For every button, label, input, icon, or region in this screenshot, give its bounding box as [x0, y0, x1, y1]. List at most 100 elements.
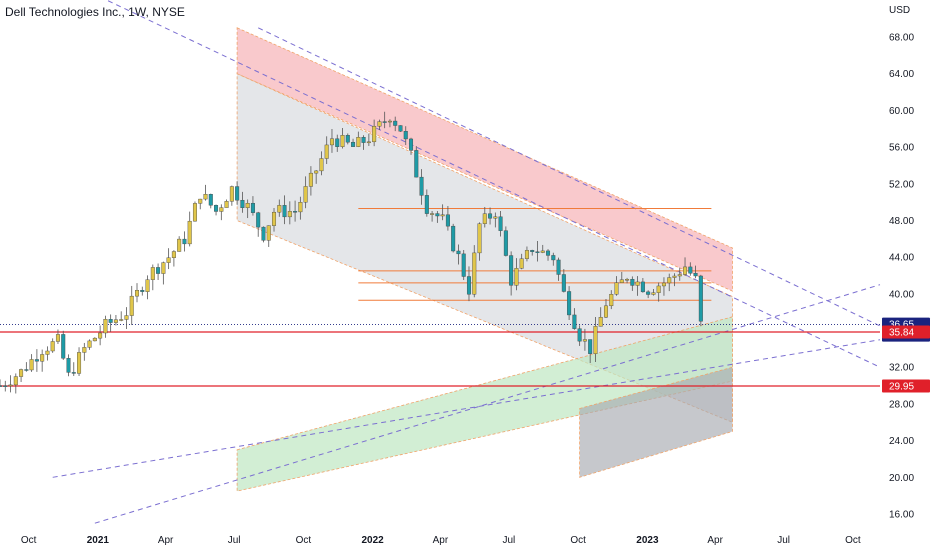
candle-up: [667, 277, 672, 284]
candle-up: [598, 317, 603, 327]
candle-up: [119, 319, 124, 321]
candle-down: [0, 385, 2, 387]
candle-up: [187, 220, 192, 245]
candle-up: [219, 207, 224, 212]
candle-up: [245, 202, 250, 209]
candle-down: [546, 250, 551, 256]
candle-up: [672, 275, 677, 278]
candle-down: [282, 205, 287, 218]
y-tick-label: 16.00: [889, 510, 914, 521]
candle-down: [567, 291, 572, 316]
y-tick-label: 64.00: [889, 69, 914, 80]
x-tick-label: Apr: [433, 535, 449, 546]
candle-down: [409, 138, 414, 151]
candle-down: [414, 150, 419, 178]
candle-down: [640, 281, 645, 293]
candle-up: [13, 376, 18, 386]
candle-up: [430, 213, 435, 215]
candle-down: [182, 238, 187, 245]
channel-zones: [236, 27, 733, 492]
candle-down: [66, 358, 71, 373]
x-axis[interactable]: Oct 2021 Apr Jul Oct 2022 Apr Jul Oct 2023 Apr Jul O…: [21, 535, 861, 546]
candle-up: [113, 319, 118, 323]
candle-up: [614, 282, 619, 295]
candle-down: [572, 314, 577, 329]
candle-up: [229, 186, 234, 202]
candles[interactable]: [0, 111, 703, 394]
y-tick-label: 20.00: [889, 473, 914, 484]
candle-down: [3, 385, 8, 387]
x-tick-label: Jul: [502, 535, 515, 546]
y-tick-label: 24.00: [889, 436, 914, 447]
candle-down: [646, 291, 651, 295]
candle-down: [698, 275, 703, 322]
candle-up: [135, 290, 140, 297]
candle-down: [403, 131, 408, 140]
candle-up: [540, 250, 545, 253]
y-axis[interactable]: 16.0020.0024.0028.0032.0036.0040.0044.00…: [889, 33, 914, 521]
candle-up: [619, 279, 624, 283]
candle-up: [87, 340, 92, 348]
x-tick-label: 2022: [362, 535, 385, 546]
candle-down: [108, 319, 113, 323]
candle-up: [314, 170, 319, 174]
candle-down: [140, 290, 145, 292]
candle-up: [224, 201, 229, 208]
candle-down: [588, 339, 593, 354]
candle-up: [340, 135, 345, 147]
y-tick-label: 40.00: [889, 289, 914, 300]
zone-red: [236, 27, 733, 292]
candle-down: [382, 121, 387, 123]
candle-down: [393, 120, 398, 126]
candle-up: [177, 238, 182, 252]
candle-up: [55, 334, 60, 342]
candle-up: [45, 350, 50, 355]
candle-up: [603, 305, 608, 318]
candle-up: [482, 213, 487, 224]
candle-down: [498, 216, 503, 231]
candle-down: [293, 211, 298, 213]
y-tick-label: 56.00: [889, 143, 914, 154]
candle-down: [535, 251, 540, 253]
candle-up: [593, 326, 598, 354]
candle-down: [556, 259, 561, 275]
candle-down: [261, 226, 266, 241]
candle-up: [661, 282, 666, 287]
candle-up: [166, 257, 171, 263]
candle-down: [250, 202, 255, 213]
candle-down: [561, 274, 566, 292]
x-tick-label: Oct: [845, 535, 861, 546]
y-tick-label: 60.00: [889, 106, 914, 117]
candle-down: [398, 125, 403, 132]
x-tick-label: Oct: [570, 535, 586, 546]
price-tag-value: 35.84: [889, 328, 914, 339]
y-tick-label: 48.00: [889, 216, 914, 227]
candle-down: [214, 205, 219, 212]
x-tick-label: 2023: [636, 535, 659, 546]
candle-down: [630, 279, 635, 286]
candle-up: [161, 262, 166, 274]
candle-up: [372, 125, 377, 143]
zone-grey2: [579, 366, 733, 478]
chart-title: Dell Technologies Inc., 1W, NYSE: [5, 5, 185, 19]
candle-down: [424, 195, 429, 214]
candle-down: [208, 194, 213, 206]
y-tick-label: 28.00: [889, 399, 914, 410]
candle-up: [266, 225, 271, 241]
price-tag-value: 36.65: [889, 320, 914, 331]
candle-up: [656, 285, 661, 293]
candle-up: [298, 202, 303, 213]
candle-up: [98, 332, 103, 339]
candle-down: [71, 372, 76, 374]
candle-up: [277, 205, 282, 213]
candle-down: [156, 267, 161, 274]
candle-up: [519, 258, 524, 269]
candle-down: [551, 255, 556, 261]
candle-up: [308, 172, 313, 187]
candle-up: [77, 352, 82, 374]
candle-down: [419, 176, 424, 196]
candle-up: [287, 211, 292, 218]
candle-down: [240, 200, 245, 209]
candle-down: [61, 334, 66, 359]
